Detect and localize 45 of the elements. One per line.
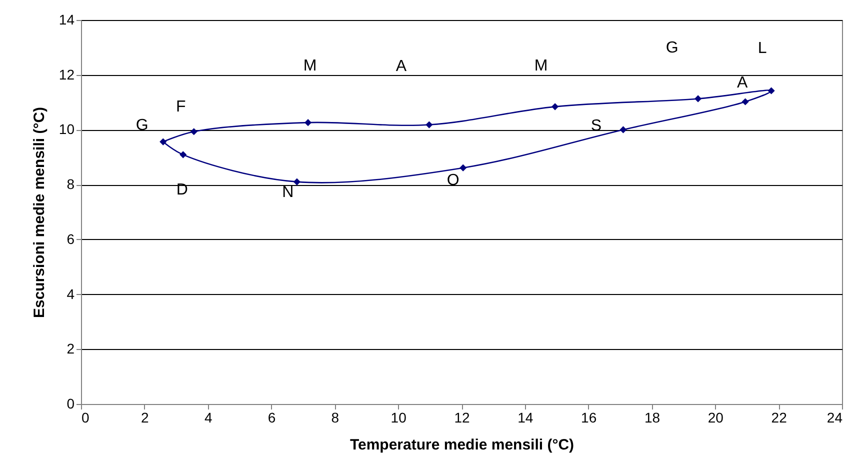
annotation: G bbox=[666, 40, 678, 57]
x-tick-label: 20 bbox=[708, 410, 724, 426]
annotation: O bbox=[446, 172, 460, 189]
point bbox=[552, 103, 559, 110]
annotation: L bbox=[758, 40, 767, 57]
y-tick-label: 10 bbox=[58, 121, 75, 138]
x-tick-label: 12 bbox=[454, 410, 470, 426]
point bbox=[694, 95, 702, 102]
point bbox=[190, 128, 198, 136]
y-tick-label: 0 bbox=[66, 396, 75, 412]
x-tick-label: 0 bbox=[82, 410, 90, 426]
x-tick-label: 10 bbox=[390, 410, 407, 426]
x-tick-label: 6 bbox=[268, 410, 276, 426]
x-tick-label: 14 bbox=[518, 410, 534, 426]
x-tick-label: 18 bbox=[644, 410, 660, 426]
y-tick-label: 8 bbox=[66, 176, 75, 192]
x-tick-label: 8 bbox=[331, 410, 340, 426]
y-tick-label: 14 bbox=[58, 12, 75, 28]
point bbox=[160, 138, 167, 146]
y-axis-title: Escursioni medie mensili (°C) bbox=[30, 106, 48, 318]
point bbox=[768, 87, 775, 94]
x-tick-label: 16 bbox=[581, 410, 597, 426]
annotation: G bbox=[136, 116, 148, 134]
annotation: N bbox=[282, 184, 294, 201]
annotation: M bbox=[303, 58, 317, 75]
point bbox=[293, 178, 300, 186]
x-tick-label: 2 bbox=[141, 410, 150, 426]
point bbox=[620, 126, 627, 134]
annotation: A bbox=[396, 58, 407, 75]
y-tick-label: 2 bbox=[66, 340, 75, 357]
x-tick-label: 24 bbox=[826, 410, 843, 426]
x-tick-label: 22 bbox=[771, 410, 788, 426]
y-tick-label: 12 bbox=[58, 66, 75, 82]
x-tick-label: 4 bbox=[204, 410, 212, 426]
y-tick-label: 4 bbox=[66, 286, 75, 302]
y-tick-label: 6 bbox=[66, 230, 75, 247]
point bbox=[180, 151, 187, 158]
point bbox=[742, 98, 749, 106]
annotation: M bbox=[534, 58, 548, 75]
point bbox=[426, 121, 433, 128]
x-axis-title: Temperature medie mensili (°C) bbox=[350, 436, 574, 454]
point bbox=[304, 119, 312, 126]
point bbox=[460, 164, 467, 172]
annotation: F bbox=[176, 98, 186, 116]
annotation: A bbox=[736, 74, 748, 92]
